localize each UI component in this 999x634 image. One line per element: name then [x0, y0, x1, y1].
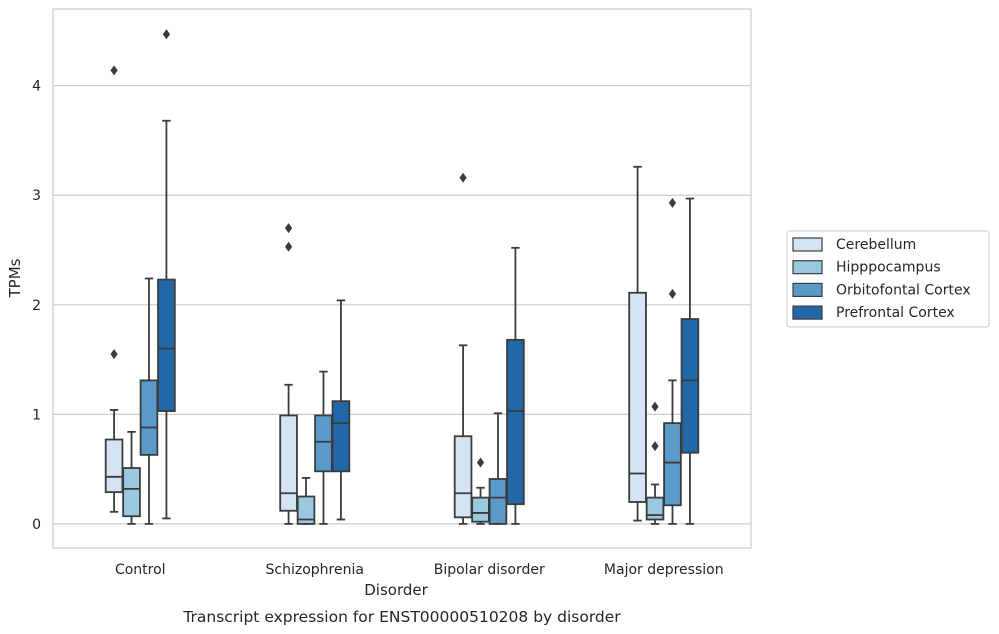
box-iqr — [104, 438, 124, 494]
box-orbitofontal-cortex — [314, 370, 333, 525]
box-iqr — [506, 338, 525, 506]
box-orbitofontal-cortex — [663, 197, 682, 525]
legend-label: Cerebellum — [836, 237, 916, 253]
outlier-point — [476, 457, 485, 468]
x-tick-label: Major depression — [604, 562, 724, 578]
box-iqr — [488, 478, 508, 525]
box-iqr — [296, 495, 316, 525]
boxes — [104, 29, 700, 525]
box-iqr — [314, 414, 333, 473]
y-tick-label: 2 — [32, 298, 41, 314]
box-iqr — [628, 291, 647, 503]
outlier-point — [284, 241, 293, 252]
y-tick-labels: 0 1 2 3 4 — [32, 79, 41, 533]
box-iqr — [645, 496, 665, 521]
x-tick-label: Control — [115, 562, 166, 578]
box-iqr — [680, 318, 700, 454]
y-tick-label: 1 — [32, 407, 41, 423]
box-cerebellum — [104, 65, 124, 513]
legend: Cerebellum Hipppocampus Orbitofontal Corte… — [786, 230, 990, 328]
legend-swatch — [792, 260, 823, 275]
legend-label: Prefrontal Cortex — [836, 305, 955, 321]
box-prefrontal-cortex — [506, 246, 525, 525]
box-prefrontal-cortex — [680, 197, 700, 525]
x-tick-labels: Control Schizophrenia Bipolar disorder Majo… — [115, 562, 724, 578]
box-hipppocampus — [122, 430, 141, 525]
legend-label: Hipppocampus — [836, 260, 941, 276]
box-hipppocampus — [645, 401, 665, 525]
outlier-point — [110, 65, 118, 76]
box-iqr — [663, 422, 682, 507]
legend-label: Orbitofontal Cortex — [836, 282, 971, 298]
y-tick-label: 3 — [32, 188, 41, 204]
box-iqr — [139, 379, 159, 456]
outlier-point — [162, 29, 171, 40]
box-orbitofontal-cortex — [488, 412, 508, 525]
box-iqr — [331, 400, 351, 473]
y-tick-label: 0 — [32, 517, 41, 533]
plot-area-frame — [52, 8, 752, 549]
box-prefrontal-cortex — [157, 29, 176, 520]
legend-swatch — [792, 305, 823, 320]
x-tick-label: Bipolar disorder — [434, 562, 545, 578]
box-iqr — [471, 496, 490, 523]
box-hipppocampus — [471, 457, 490, 525]
legend-swatch — [792, 282, 823, 297]
box-iqr — [122, 467, 141, 518]
outlier-point — [284, 223, 293, 234]
outlier-point — [668, 288, 677, 299]
outlier-point — [651, 401, 659, 412]
box-cerebellum — [628, 165, 647, 522]
outlier-point — [110, 349, 118, 360]
y-tick-label: 4 — [32, 79, 41, 95]
chart-caption: Transcript expression for ENST0000051020… — [182, 608, 621, 626]
box-cerebellum — [279, 223, 298, 525]
box-iqr — [453, 435, 473, 519]
y-axis-label: TPMs — [6, 258, 24, 298]
box-cerebellum — [453, 172, 473, 525]
box-prefrontal-cortex — [331, 299, 351, 521]
box-hipppocampus — [296, 476, 316, 525]
legend-frame — [786, 230, 990, 328]
outlier-point — [668, 197, 677, 208]
box-orbitofontal-cortex — [139, 277, 159, 525]
legend-swatch — [792, 237, 823, 252]
x-tick-label: Schizophrenia — [266, 562, 364, 578]
box-iqr — [279, 414, 298, 512]
legend-items: Cerebellum Hipppocampus Orbitofontal Corte… — [792, 237, 971, 321]
box-iqr — [157, 278, 176, 412]
x-axis-label: Disorder — [364, 581, 428, 599]
outlier-point — [459, 172, 467, 183]
outlier-point — [651, 441, 659, 452]
